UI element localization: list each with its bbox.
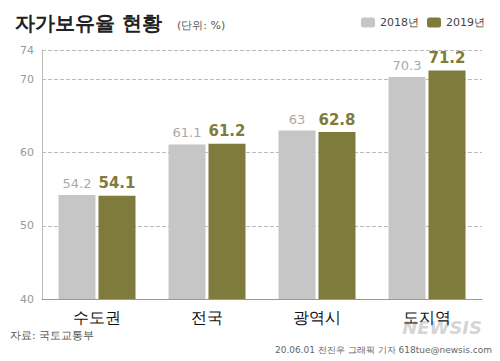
svg-text:20.06.01 전진우 그래픽 기자 618tue@new: 20.06.01 전진우 그래픽 기자 618tue@newsis.com <box>275 345 492 355</box>
svg-text:NEWSIS: NEWSIS <box>402 316 482 338</box>
svg-text:62.8: 62.8 <box>318 111 355 129</box>
svg-text:자료: 국토교통부: 자료: 국토교통부 <box>10 329 94 342</box>
svg-text:40: 40 <box>20 293 34 306</box>
svg-text:수도권: 수도권 <box>73 308 121 327</box>
svg-text:74: 74 <box>20 44 34 57</box>
svg-text:50: 50 <box>20 219 34 232</box>
svg-text:광역시: 광역시 <box>293 308 341 327</box>
svg-text:70: 70 <box>20 73 34 86</box>
svg-text:61.1: 61.1 <box>173 125 202 140</box>
svg-text:60: 60 <box>20 146 34 159</box>
svg-text:54.1: 54.1 <box>98 174 135 192</box>
svg-text:61.2: 61.2 <box>208 122 245 140</box>
svg-text:전국: 전국 <box>191 308 223 327</box>
svg-text:2019년: 2019년 <box>446 16 485 29</box>
svg-text:63: 63 <box>289 112 306 127</box>
svg-text:70.3: 70.3 <box>393 58 422 73</box>
svg-text:도지역: 도지역 <box>403 308 451 327</box>
svg-text:54.2: 54.2 <box>63 176 92 191</box>
svg-text:(단위: %): (단위: %) <box>177 19 225 32</box>
svg-text:71.2: 71.2 <box>428 49 465 67</box>
svg-text:자가보유율 현황: 자가보유율 현황 <box>15 11 162 35</box>
svg-text:2018년: 2018년 <box>380 16 419 29</box>
